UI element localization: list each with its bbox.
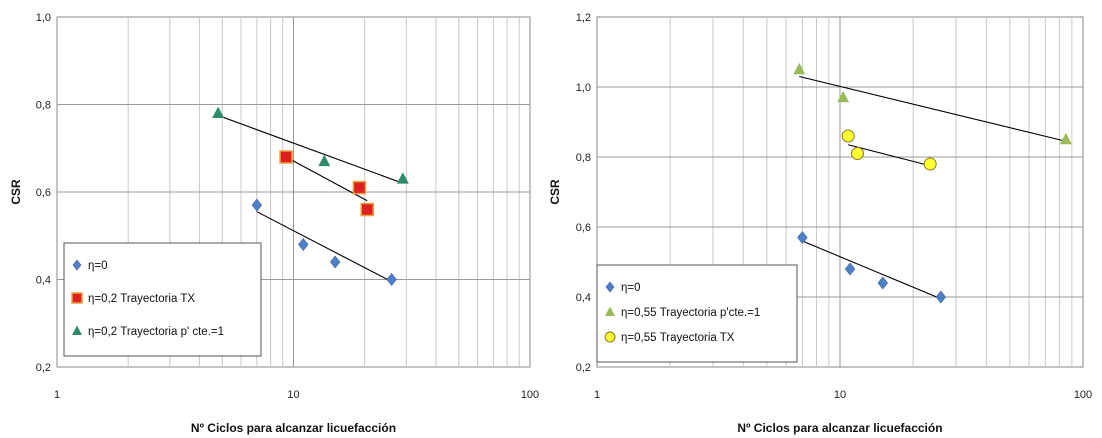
data-point (844, 262, 856, 276)
chart-left: 0,2 0,4 0,6 0,8 1,0 1 10 100 CSR Nº Ciclos para a… (9, 12, 539, 435)
y-tick-label: 0,2 (36, 362, 51, 374)
legend-label: η=0 (88, 260, 108, 272)
x-tick-label: 1 (54, 389, 60, 401)
data-point (793, 62, 806, 75)
trendline (799, 75, 1066, 142)
x-tick-label: 10 (287, 389, 299, 401)
data-point (797, 231, 808, 244)
y-axis-title: CSR (548, 179, 562, 205)
x-tick-label: 100 (1074, 389, 1092, 401)
y-tick-label: 1,0 (36, 12, 51, 24)
legend-label: η=0 (621, 282, 641, 294)
data-point (298, 238, 309, 251)
y-tick-label: 0,6 (36, 187, 51, 199)
legend-label: η=0,55 Trayectoria TX (621, 332, 735, 344)
data-point (318, 154, 331, 167)
y-tick-label: 0,8 (36, 100, 51, 112)
data-point (212, 106, 225, 119)
legend-label: η=0,2 Trayectoria TX (88, 293, 195, 305)
data-point (386, 273, 397, 286)
data-point (935, 290, 947, 304)
data-point (396, 172, 409, 184)
data-point (877, 276, 888, 290)
y-tick-label: 0,8 (576, 152, 591, 164)
legend-marker (604, 331, 616, 343)
y-tick-label: 1,0 (576, 82, 591, 94)
data-point (279, 150, 293, 164)
data-point (923, 157, 937, 171)
data-point (841, 129, 855, 143)
y-tick-label: 0,4 (576, 292, 591, 304)
trendline (217, 114, 404, 184)
x-tick-label: 100 (521, 389, 539, 401)
legend-label: η=0,2 Trayectoria p' cte.=1 (88, 326, 224, 338)
data-point (1059, 132, 1072, 145)
trendline (802, 240, 942, 300)
chart-right: 0,2 0,4 0,6 0,8 1,0 1,2 1 10 100 CSR Nº Ciclos par… (548, 12, 1092, 435)
data-point (352, 180, 367, 195)
data-point (251, 198, 263, 212)
data-point (850, 147, 864, 160)
y-tick-label: 1,2 (576, 12, 591, 24)
legend-box (63, 242, 262, 357)
data-point (360, 202, 374, 217)
legend-box (596, 264, 798, 363)
y-tick-label: 0,2 (576, 362, 591, 374)
x-tick-label: 10 (834, 389, 846, 401)
legend-marker (72, 259, 82, 271)
data-point (329, 255, 341, 269)
legend-marker (605, 306, 615, 316)
y-tick-label: 0,6 (576, 222, 591, 234)
x-axis-title: Nº Ciclos para alcanzar licuefacción (191, 421, 396, 435)
data-point (837, 90, 850, 103)
legend-label: η=0,55 Trayectoria p'cte.=1 (621, 307, 760, 319)
y-axis-title: CSR (9, 179, 23, 205)
trendline (256, 211, 392, 283)
x-tick-label: 1 (594, 389, 600, 401)
trendline (847, 144, 931, 167)
legend-marker (72, 325, 82, 335)
legend-marker (71, 292, 83, 304)
x-axis-title: Nº Ciclos para alcanzar licuefacción (737, 421, 942, 435)
legend-marker (605, 281, 615, 293)
y-tick-label: 0,4 (36, 275, 51, 287)
